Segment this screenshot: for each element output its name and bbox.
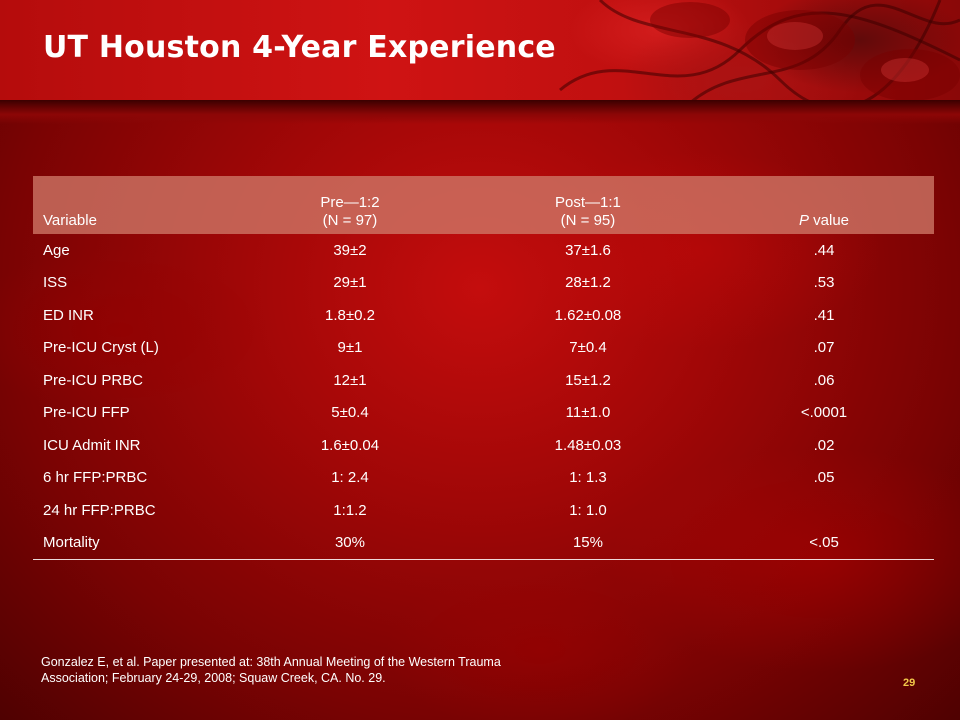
table-header-row: Variable Pre—1:2 (N = 97) Post—1:1 (N = … <box>33 176 934 234</box>
header-post-n: (N = 95) <box>560 212 616 229</box>
cell-variable: ICU Admit INR <box>43 436 141 454</box>
cell-variable: Pre-ICU FFP <box>43 404 130 422</box>
cell-variable: Pre-ICU PRBC <box>43 371 144 389</box>
cell-pre: 29±1 <box>333 274 367 292</box>
cell-pre: 1: 2.4 <box>331 469 369 487</box>
header-pre: Pre—1:2 (N = 97) <box>238 176 462 234</box>
cell-p-value: .44 <box>813 241 835 259</box>
citation: Gonzalez E, et al. Paper presented at: 3… <box>41 655 501 685</box>
header-pre-n: (N = 97) <box>322 212 378 229</box>
cell-post: 28±1.2 <box>565 274 611 292</box>
cell-pre: 1.6±0.04 <box>320 436 380 454</box>
table-row: ICU Admit INR 1.6±0.04 1.48±0.03 .02 <box>33 429 934 462</box>
cell-p-value: <.05 <box>714 526 934 560</box>
slide-number: 29 <box>903 677 916 689</box>
cell-p-value: <.0001 <box>800 404 848 422</box>
header-p-rest: value <box>808 212 850 229</box>
cell-pre: 5±0.4 <box>331 404 369 422</box>
cell-post: 1.62±0.08 <box>554 306 622 324</box>
cell-pre: 39±2 <box>333 241 367 259</box>
cell-p-value: .06 <box>813 371 835 389</box>
cell-post: 1.48±0.03 <box>554 436 622 454</box>
cell-post: 1: 1.0 <box>569 501 607 519</box>
cell-p-value: .07 <box>813 339 835 357</box>
cell-post: 15±1.2 <box>565 371 611 389</box>
table-row: Pre-ICU PRBC 12±1 15±1.2 .06 <box>33 364 934 397</box>
cell-p-value: .05 <box>813 469 835 487</box>
header-post-label: Post—1:1 <box>555 194 621 211</box>
table-row: 24 hr FFP:PRBC 1:1.2 1: 1.0 <box>33 494 934 527</box>
cell-variable: ISS <box>43 274 68 292</box>
header-pre-label: Pre—1:2 <box>320 194 380 211</box>
cell-p-value: .53 <box>813 274 835 292</box>
table-row: Age 39±2 37±1.6 .44 <box>33 234 934 267</box>
cell-pre: 30% <box>238 526 462 560</box>
cell-p-value: .41 <box>813 306 835 324</box>
table-row: 6 hr FFP:PRBC 1: 2.4 1: 1.3 .05 <box>33 462 934 495</box>
cell-pre: 1:1.2 <box>333 501 367 519</box>
cell-p-value <box>714 494 934 527</box>
header-post: Post—1:1 (N = 95) <box>461 176 714 234</box>
cell-variable: ED INR <box>43 306 94 324</box>
cell-post: 7±0.4 <box>569 339 607 357</box>
title-banner <box>0 0 960 103</box>
header-p-letter: P <box>798 212 809 229</box>
cell-p-value: .02 <box>813 436 835 454</box>
header-variable: Variable <box>33 176 238 234</box>
table-row: Mortality 30% 15% <.05 <box>33 526 934 560</box>
cell-post: 15% <box>461 526 714 560</box>
table-row: ISS 29±1 28±1.2 .53 <box>33 267 934 300</box>
cell-post: 1: 1.3 <box>569 469 607 487</box>
blood-cells-decoration <box>559 0 960 103</box>
cell-pre: 12±1 <box>333 371 367 389</box>
cell-pre: 9±1 <box>337 339 363 357</box>
cell-variable: 6 hr FFP:PRBC <box>43 469 148 487</box>
table-row: Pre-ICU FFP 5±0.4 11±1.0 <.0001 <box>33 397 934 430</box>
cell-variable: Mortality <box>33 526 238 560</box>
table-row: ED INR 1.8±0.2 1.62±0.08 .41 <box>33 299 934 332</box>
cell-post: 37±1.6 <box>565 241 611 259</box>
results-table: Variable Pre—1:2 (N = 97) Post—1:1 (N = … <box>33 176 934 560</box>
cell-variable: Pre-ICU Cryst (L) <box>43 339 159 357</box>
table-row: Pre-ICU Cryst (L) 9±1 7±0.4 .07 <box>33 332 934 365</box>
header-p-value: P value <box>714 176 934 234</box>
title-underline <box>0 100 960 124</box>
cell-pre: 1.8±0.2 <box>325 306 375 324</box>
slide-title: UT Houston 4-Year Experience <box>43 30 556 65</box>
cell-variable: 24 hr FFP:PRBC <box>43 501 156 519</box>
cell-variable: Age <box>43 241 70 259</box>
cell-post: 11±1.0 <box>565 404 611 422</box>
